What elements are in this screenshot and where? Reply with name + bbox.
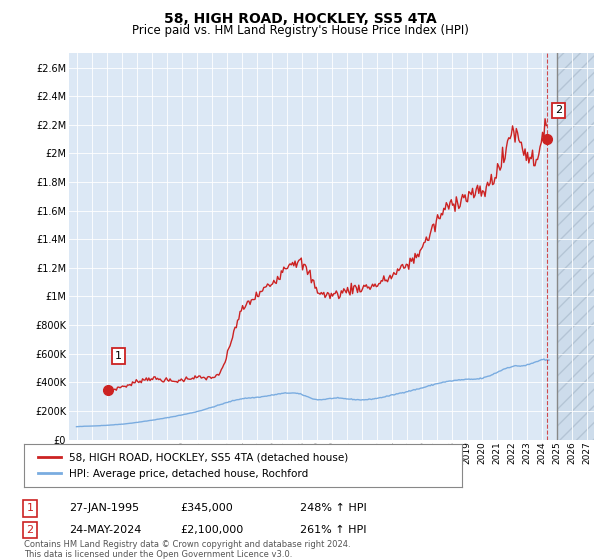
Legend: 58, HIGH ROAD, HOCKLEY, SS5 4TA (detached house), HPI: Average price, detached h: 58, HIGH ROAD, HOCKLEY, SS5 4TA (detache… [34, 449, 352, 483]
Text: Contains HM Land Registry data © Crown copyright and database right 2024.
This d: Contains HM Land Registry data © Crown c… [24, 540, 350, 559]
Text: £345,000: £345,000 [180, 503, 233, 514]
Text: 2: 2 [555, 105, 562, 115]
Text: 2: 2 [26, 525, 34, 535]
Text: 24-MAY-2024: 24-MAY-2024 [69, 525, 142, 535]
Text: 1: 1 [26, 503, 34, 514]
Text: 27-JAN-1995: 27-JAN-1995 [69, 503, 139, 514]
Text: Price paid vs. HM Land Registry's House Price Index (HPI): Price paid vs. HM Land Registry's House … [131, 24, 469, 37]
Text: 1: 1 [115, 351, 122, 361]
Text: 248% ↑ HPI: 248% ↑ HPI [300, 503, 367, 514]
Text: £2,100,000: £2,100,000 [180, 525, 243, 535]
Text: 58, HIGH ROAD, HOCKLEY, SS5 4TA: 58, HIGH ROAD, HOCKLEY, SS5 4TA [164, 12, 436, 26]
Text: 261% ↑ HPI: 261% ↑ HPI [300, 525, 367, 535]
